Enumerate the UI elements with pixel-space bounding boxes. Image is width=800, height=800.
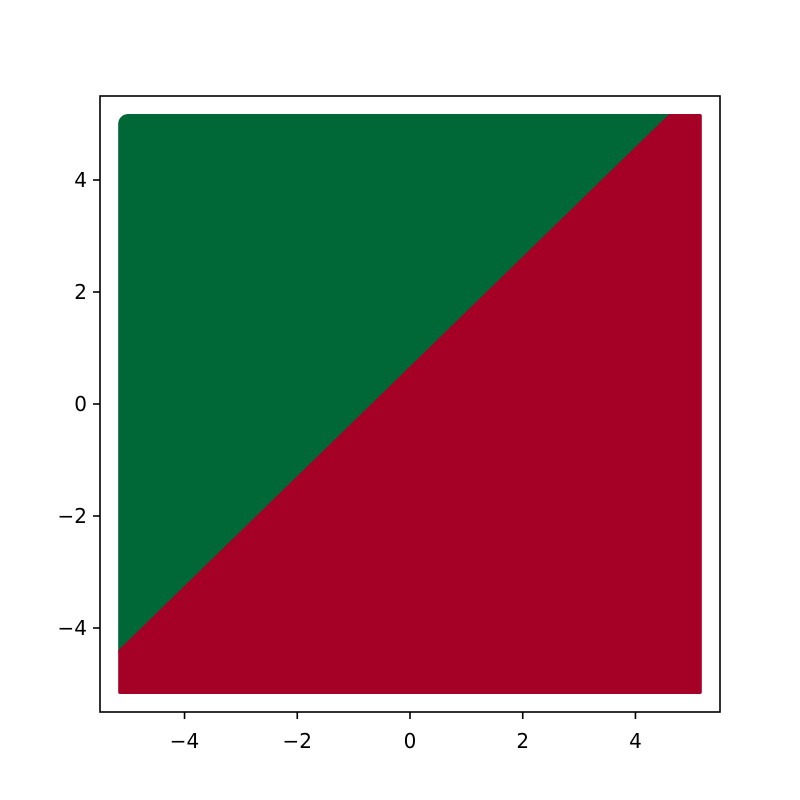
x-axis: −4 −2 0 2 4 [170,712,642,753]
y-tick-label: 4 [74,168,87,192]
y-axis: −4 −2 0 2 4 [58,168,100,640]
y-tick-label: 0 [74,392,87,416]
x-tick-label: 0 [404,729,417,753]
x-tick-label: 4 [629,729,642,753]
x-tick-label: 2 [516,729,529,753]
y-tick-label: 2 [74,280,87,304]
class-region-red [118,114,702,694]
x-tick-label: −4 [170,729,199,753]
plot-area [118,114,702,694]
axes-frame [99,95,721,713]
y-tick-label: −4 [58,616,87,640]
x-tick-label: −2 [283,729,312,753]
y-tick-label: −2 [58,504,87,528]
